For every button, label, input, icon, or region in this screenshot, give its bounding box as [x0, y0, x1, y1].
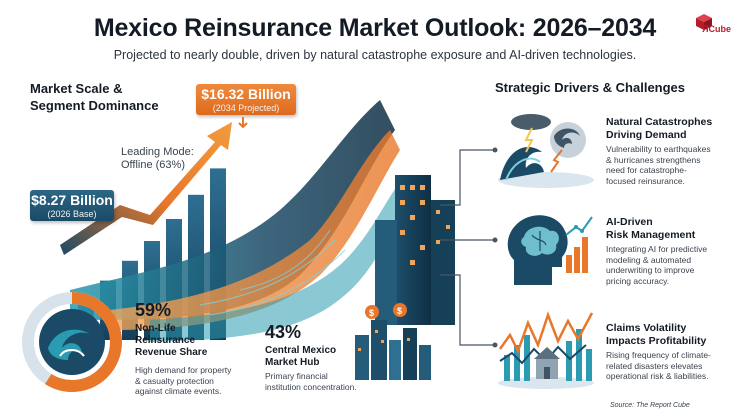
page-title: Mexico Reinsurance Market Outlook: 2026–…: [93, 14, 657, 42]
driver-description: Rising frequency of climate- related dis…: [606, 350, 711, 381]
blue-wave-shape: [70, 100, 395, 320]
non-life-share-ring: [22, 292, 122, 392]
ai-brain-icon: [507, 215, 593, 285]
driver-item-ai-risk: AI-Driven Risk Management Integrating AI…: [606, 216, 707, 286]
non-life-description: High demand for property & casualty prot…: [135, 365, 232, 396]
projected-value-callout: $16.32 Billion (2034 Projected): [196, 84, 296, 115]
svg-text:$: $: [369, 308, 374, 318]
logo-text: RCube: [702, 24, 731, 34]
driver-title: AI-Driven Risk Management: [606, 216, 696, 241]
source-credit: Source: The Report Cube: [610, 402, 690, 409]
driver-title: Claims Volatility Impacts Profitability: [606, 322, 707, 347]
circuit-traces: [199, 229, 346, 316]
central-mexico-percent: 43%: [265, 322, 302, 342]
drivers-heading: Strategic Drivers & Challenges: [495, 80, 686, 95]
leading-mode-label: Leading Mode: Offline (63%): [121, 146, 194, 171]
hurricane-earthquake-icon: [498, 114, 594, 188]
driver-title: Natural Catastrophes Driving Demand: [606, 116, 713, 141]
callout-pointer-arrow: [238, 117, 248, 129]
orange-wave-shape: [110, 130, 400, 330]
city-towers: [375, 175, 455, 325]
non-life-percent: 59%: [135, 300, 172, 320]
driver-description: Vulnerability to earthquakes & hurricane…: [606, 144, 711, 186]
growth-arrow: [60, 122, 232, 255]
driver-connector-lines: [440, 147, 498, 348]
central-city-skyline: $ $: [355, 303, 431, 380]
non-life-stat: 59% Non-Life Reinsurance Revenue Share H…: [135, 300, 231, 397]
report-cube-logo: [696, 14, 712, 30]
svg-text:$: $: [397, 306, 402, 316]
page-subtitle: Projected to nearly double, driven by na…: [113, 48, 637, 62]
market-scale-heading: Market Scale & Segment Dominance: [30, 81, 159, 113]
non-life-label: Non-Life Reinsurance Revenue Share: [135, 323, 208, 358]
teal-wave-shape: [150, 175, 410, 342]
driver-item-claims-volatility: Claims Volatility Impacts Profitability …: [606, 322, 711, 382]
driver-item-natural-catastrophes: Natural Catastrophes Driving Demand Vuln…: [606, 116, 712, 186]
central-mexico-description: Primary financial institution concentrat…: [265, 371, 357, 392]
central-mexico-stat: 43% Central Mexico Market Hub Primary fi…: [265, 322, 357, 392]
claims-volatility-icon: [498, 311, 594, 389]
market-growth-illustration: $ $: [60, 100, 455, 380]
central-mexico-label: Central Mexico Market Hub: [265, 345, 337, 368]
base-value-callout: $8.27 Billion (2026 Base): [30, 190, 114, 221]
driver-description: Integrating AI for predictive modeling &…: [606, 244, 708, 286]
